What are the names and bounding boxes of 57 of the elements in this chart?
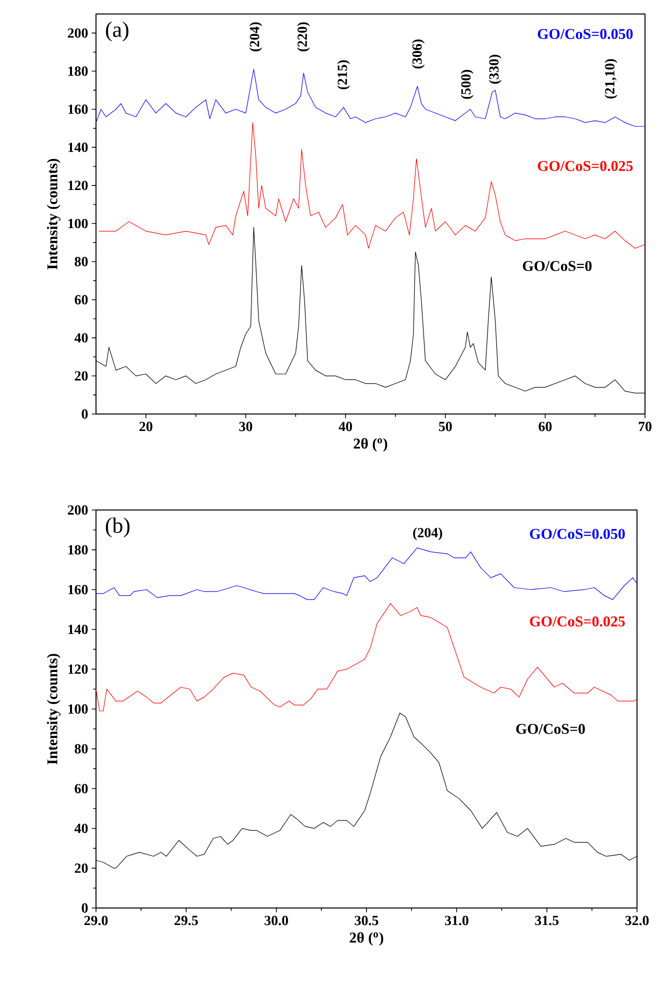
line-series — [96, 548, 638, 600]
line-series — [96, 603, 638, 712]
x-tick-label: 31.0 — [445, 916, 468, 926]
y-tick-label: 160 — [68, 104, 88, 114]
text: GO/CoS=0.050 — [538, 28, 633, 40]
y-tick-label: 120 — [68, 664, 88, 674]
x-tick-label: 30.0 — [264, 916, 288, 926]
y-tick-label: 40 — [74, 333, 88, 343]
x-tick-label: 30 — [239, 422, 252, 432]
x-tick-label: 70 — [638, 422, 652, 432]
x-axis-title: 2θ ($^{o}$) — [350, 932, 384, 946]
y-tick-label: 180 — [68, 66, 88, 76]
y-tick-label: 80 — [74, 256, 88, 266]
y-tick-label: 60 — [74, 784, 88, 794]
y-tick-label: 180 — [68, 545, 88, 555]
x-tick-label: 31.5 — [535, 916, 559, 926]
y-tick-label: 20 — [74, 371, 88, 381]
annotation: (220) — [297, 22, 310, 52]
text: GO/CoS=0.025 — [530, 616, 625, 627]
y-tick-label: 80 — [74, 744, 88, 754]
text: GO/CoS=0 — [522, 260, 592, 272]
text: GO/CoS=0.050 — [530, 528, 625, 539]
annotation: (21,10) — [604, 59, 618, 99]
y-tick-label: 0 — [82, 409, 88, 419]
y-axis-title: Intensity (counts) — [46, 654, 60, 764]
x-tick-label: 20 — [140, 422, 152, 432]
x-tick-label: 50 — [438, 422, 452, 432]
y-tick-label: 100 — [68, 218, 88, 228]
annotation: (204) — [249, 22, 262, 52]
text: GO/CoS=0 — [516, 724, 585, 734]
y-tick-label: 160 — [68, 584, 88, 594]
annotation: (306) — [412, 40, 425, 68]
x-tick-label: 60 — [538, 422, 552, 432]
y-tick-label: 0 — [82, 903, 88, 913]
chart-title: (b) — [106, 518, 130, 538]
x-tick-label: 30.5 — [354, 916, 378, 926]
y-tick-label: 100 — [68, 704, 88, 714]
annotation: (204) — [413, 528, 442, 540]
x-axis-title: 2θ ($^{o}$) — [354, 438, 388, 452]
x-tick-label: 40 — [338, 422, 352, 432]
x-tick-label: 29.0 — [84, 916, 108, 926]
x-tick-label: 29.5 — [174, 916, 198, 926]
x-tick-label: 32.0 — [625, 916, 649, 926]
y-tick-label: 40 — [74, 824, 88, 834]
y-tick-label: 200 — [68, 505, 88, 515]
annotation: (330) — [488, 54, 502, 84]
y-tick-label: 140 — [68, 142, 88, 152]
y-tick-label: 120 — [68, 180, 88, 190]
y-tick-label: 140 — [68, 624, 88, 634]
y-tick-label: 20 — [74, 864, 88, 873]
annotation: (500) — [460, 70, 474, 99]
chart-title: (a) — [106, 22, 128, 42]
y-tick-label: 200 — [68, 28, 88, 38]
y-axis-title: Intensity (counts) — [46, 158, 60, 270]
annotation: (215) — [337, 60, 350, 90]
y-tick-label: 60 — [74, 295, 88, 304]
text: GO/CoS=0.025 — [538, 160, 633, 172]
